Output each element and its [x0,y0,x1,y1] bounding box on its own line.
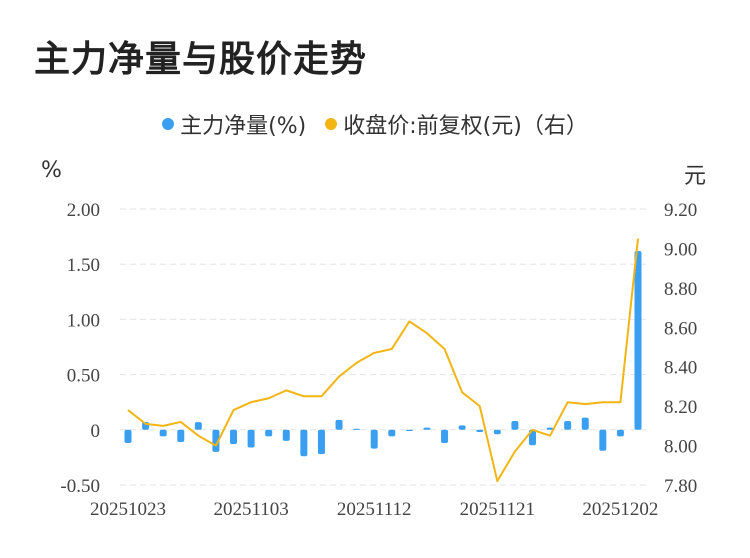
bar-net-volume [194,422,202,430]
bar-net-volume [546,427,554,430]
bar-net-volume [159,429,167,437]
bar-net-volume [370,429,378,449]
chart-title: 主力净量与股价走势 [34,39,368,80]
right-tick-label: 7.80 [664,476,697,497]
bar-net-volume [212,429,220,452]
bar-net-volume [230,429,238,445]
x-tick-label: 20251103 [213,499,288,520]
left-tick-label: 1.00 [67,310,100,331]
bar-net-volume [476,429,484,433]
bar-net-volume [177,429,185,442]
left-tick-label: -0.50 [60,476,100,497]
right-axis-unit: 元 [684,164,707,189]
left-tick-label: 2.00 [67,200,100,221]
right-tick-label: 8.40 [664,358,697,379]
bar-net-volume [405,429,413,431]
bar-net-volume [247,429,255,448]
x-tick-label: 20251112 [337,499,412,520]
bar-net-volume [335,419,343,430]
bar-net-volume [353,428,361,430]
legend-label-close-price: 收盘价:前复权(元)（右） [343,114,588,139]
right-tick-label: 8.60 [664,318,697,339]
bar-net-volume [511,420,519,430]
bar-net-volume [124,429,132,444]
bar-net-volume [493,429,501,435]
bar-net-volume [564,420,572,430]
bar-net-volume [634,250,642,430]
left-tick-label: 0.50 [67,366,100,387]
bar-net-volume [528,429,536,446]
x-tick-label: 20251202 [582,499,658,520]
legend-dot-close-price [325,118,338,130]
right-tick-label: 8.80 [664,279,697,300]
bar-net-volume [441,429,449,444]
bar-net-volume [265,429,273,437]
x-tick-label: 20251121 [460,499,535,520]
bar-net-volume [388,429,396,437]
x-tick-label: 20251023 [90,499,166,520]
bar-net-volume [458,425,466,430]
right-tick-label: 8.20 [664,397,697,418]
left-tick-label: 1.50 [67,255,100,276]
right-tick-label: 9.20 [664,200,697,221]
legend-item-close-price[interactable]: 收盘价:前复权(元)（右） [325,108,588,140]
bar-net-volume [616,429,624,437]
legend-dot-net-volume [162,118,175,130]
bar-net-volume [581,417,589,430]
left-tick-label: 0 [91,421,101,442]
line-close-price [127,238,639,483]
chart-legend: 主力净量(%) 收盘价:前复权(元)（右） [0,108,750,140]
right-tick-label: 9.00 [664,239,697,260]
bar-net-volume [300,429,308,457]
left-axis-unit: % [41,158,62,183]
bar-net-volume [317,429,325,455]
bar-net-volume [282,429,290,441]
right-tick-label: 8.00 [664,437,697,458]
legend-item-net-volume[interactable]: 主力净量(%) [162,108,306,140]
bar-net-volume [599,429,607,451]
legend-label-net-volume: 主力净量(%) [180,114,307,139]
bar-net-volume [423,427,431,430]
